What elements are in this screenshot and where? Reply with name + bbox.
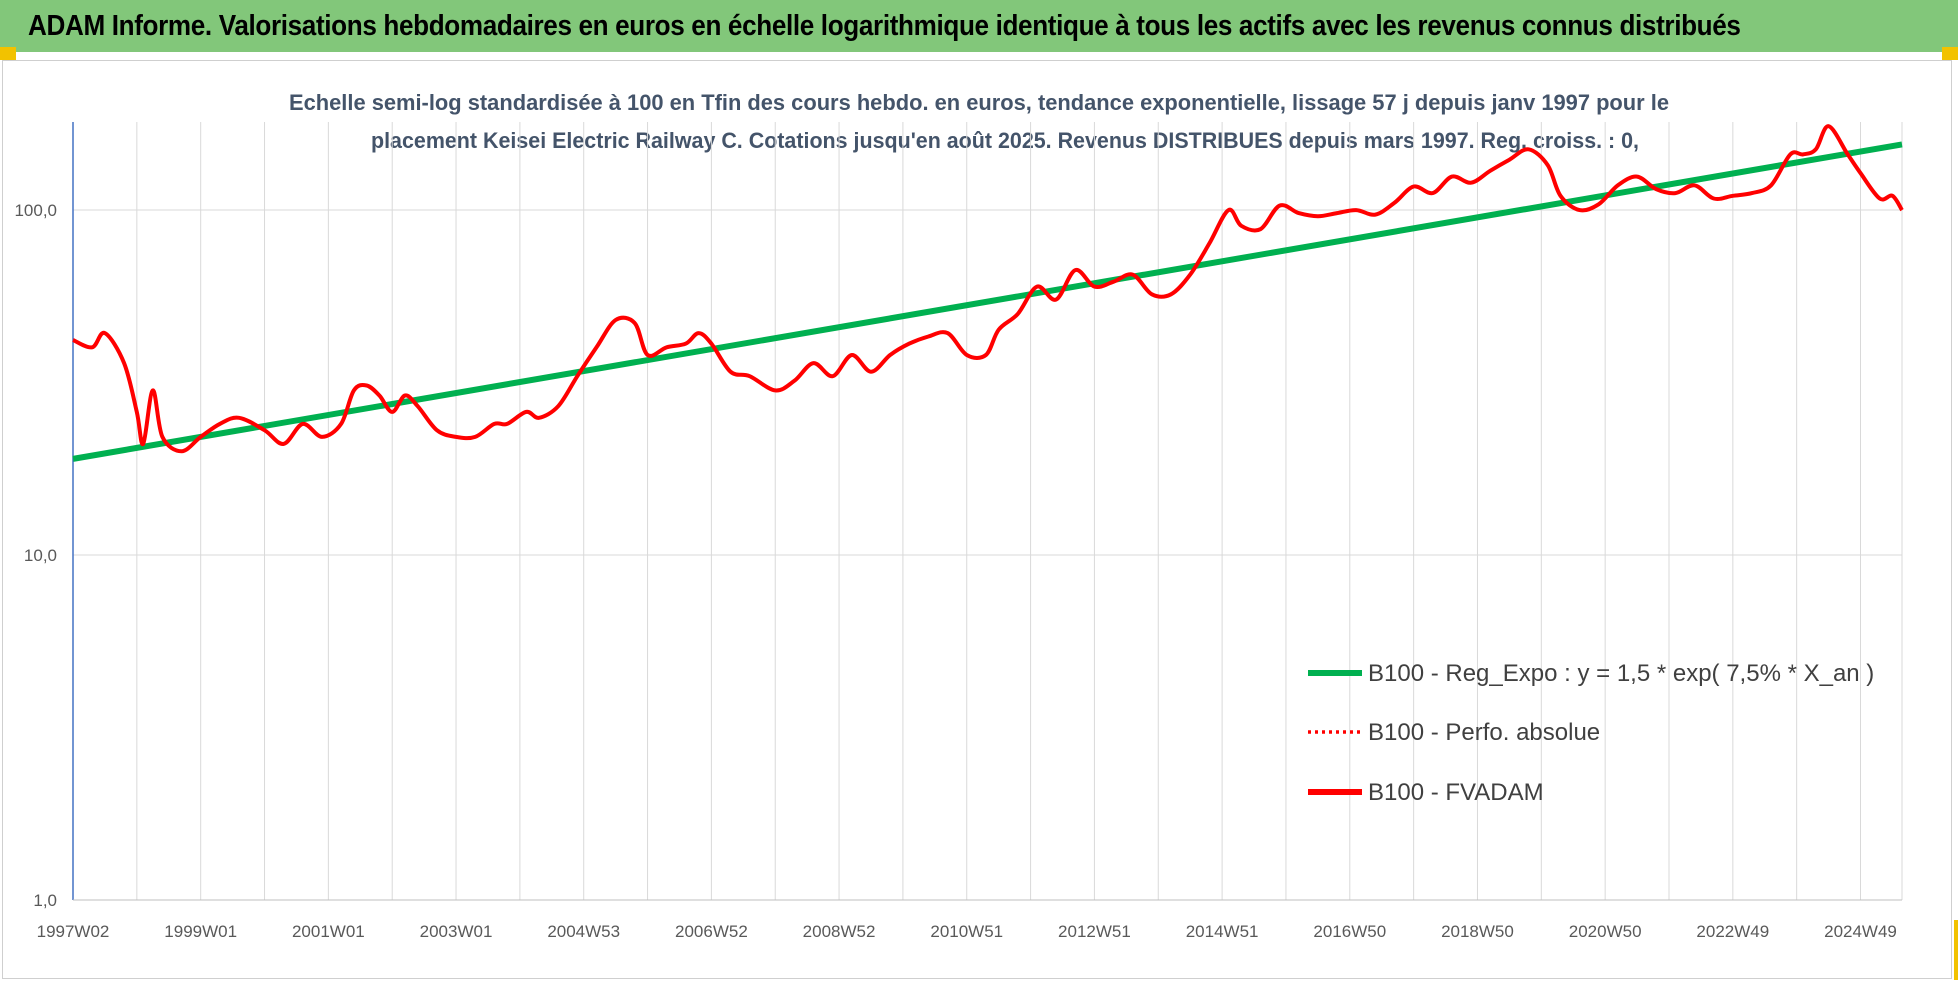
x-tick-label: 2008W52 (803, 922, 876, 941)
x-tick-label: 2018W50 (1441, 922, 1514, 941)
legend-fvadam-label: B100 - FVADAM (1368, 779, 1544, 806)
chart-subtitle-line-2: placement Keisei Electric Railway C. Cot… (371, 128, 1639, 153)
x-tick-label: 2022W49 (1696, 922, 1769, 941)
y-tick-label: 100,0 (14, 201, 57, 220)
grid-layer (72, 122, 1903, 901)
chart-frame (2, 60, 1952, 979)
series-reg-expo-line (72, 141, 1903, 462)
corner-marker-left (0, 47, 16, 60)
x-tick-label: 2006W52 (675, 922, 748, 941)
x-tick-label: 1997W02 (37, 922, 110, 941)
title-banner: ADAM Informe. Valorisations hebdomadaire… (0, 0, 1958, 52)
x-tick-label: 2003W01 (420, 922, 493, 941)
x-tick-label: 2012W51 (1058, 922, 1131, 941)
x-tick-label: 2020W50 (1569, 922, 1642, 941)
x-tick-label: 2016W50 (1313, 922, 1386, 941)
x-tick-label: 2010W51 (930, 922, 1003, 941)
x-tick-label: 2004W53 (547, 922, 620, 941)
corner-marker-bottom-right (1954, 920, 1958, 980)
chart-subtitle-line-1: Echelle semi-log standardisée à 100 en T… (289, 90, 1669, 115)
legend-reg-expo-label: B100 - Reg_Expo : y = 1,5 * exp( 7,5% * … (1368, 660, 1874, 687)
x-tick-label: 2014W51 (1186, 922, 1259, 941)
y-tick-label: 10,0 (24, 546, 57, 565)
corner-marker-right (1942, 47, 1958, 60)
series-layer (72, 124, 1904, 462)
axis-layer: 100,0 10,0 1,0 1997W02 1999W01 2001W01 2003W01… (14, 122, 1902, 941)
legend: B100 - Reg_Expo : y = 1,5 * exp( 7,5% * … (1308, 660, 1874, 806)
y-tick-label: 1,0 (33, 891, 57, 910)
series-fvadam-line (72, 124, 1904, 454)
banner-title: ADAM Informe. Valorisations hebdomadaire… (28, 9, 1741, 42)
x-tick-label: 2001W01 (292, 922, 365, 941)
x-tick-label: 1999W01 (164, 922, 237, 941)
legend-perfo-absolue-label: B100 - Perfo. absolue (1368, 719, 1600, 746)
x-tick-label: 2024W49 (1824, 922, 1897, 941)
